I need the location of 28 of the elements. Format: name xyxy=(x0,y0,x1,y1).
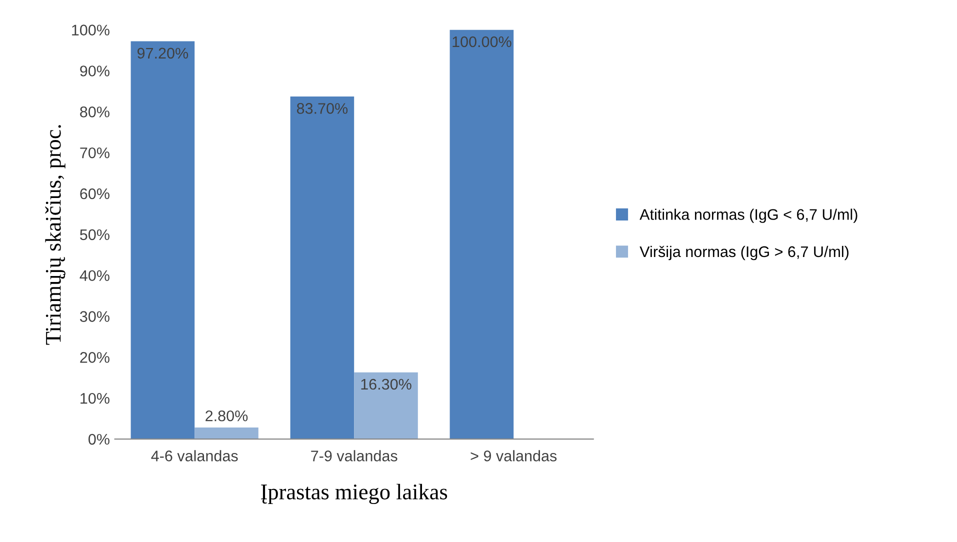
y-tick-label: 40% xyxy=(80,270,110,282)
data-label: 97.20% xyxy=(138,48,188,59)
x-tick-label: > 9 valandas xyxy=(470,450,557,462)
bar xyxy=(354,372,418,440)
data-label: 2.80% xyxy=(206,410,248,422)
y-tick-label: 90% xyxy=(80,66,110,76)
y-tick-label: 70% xyxy=(80,147,110,158)
data-label: 83.70% xyxy=(296,103,348,114)
y-tick-label: 20% xyxy=(80,352,110,363)
bar xyxy=(450,30,514,440)
data-label: 16.30% xyxy=(361,378,412,390)
y-tick-label: 100% xyxy=(72,24,110,36)
data-label: 100.00% xyxy=(452,36,512,48)
x-tick-label: 7-9 valandas xyxy=(311,450,398,462)
y-tick-label: 50% xyxy=(80,229,110,240)
y-tick-label: 80% xyxy=(80,106,110,118)
y-tick-label: 10% xyxy=(80,392,110,404)
bar xyxy=(194,428,258,440)
x-axis-title: Įprastas miego laikas xyxy=(261,484,448,504)
x-tick-label: 4-6 valandas xyxy=(151,450,238,462)
legend-label: Viršija normas (IgG > 6,7 U/ml) xyxy=(640,246,848,260)
y-tick-label: 0% xyxy=(88,434,110,445)
y-axis-title: Tiriamųjų skaičius, proc. xyxy=(45,125,66,345)
bar xyxy=(130,41,195,440)
y-tick-label: 30% xyxy=(80,311,110,322)
legend-label: Atitinka normas (IgG < 6,7 U/ml) xyxy=(640,208,858,223)
bar xyxy=(290,96,354,440)
y-tick-label: 60% xyxy=(80,188,110,200)
